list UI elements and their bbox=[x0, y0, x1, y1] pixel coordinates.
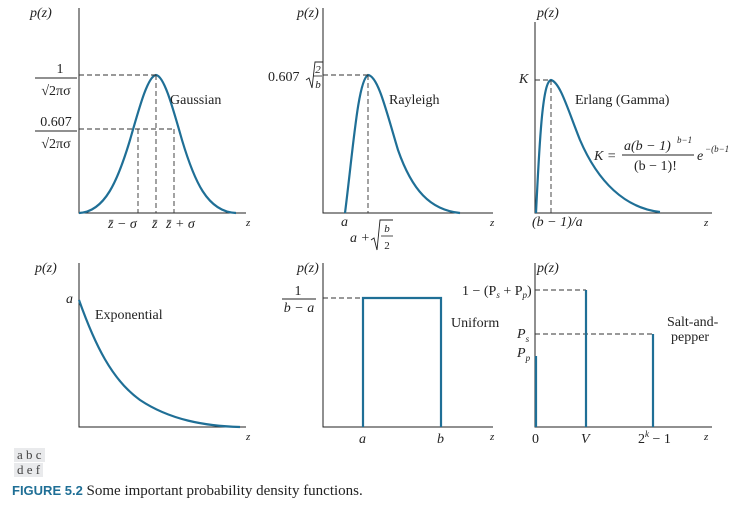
exponential-curve bbox=[77, 299, 241, 429]
rayleigh-frac-den: b bbox=[315, 79, 321, 91]
erlang-xlabel: z bbox=[703, 217, 709, 229]
rayleigh-tick-num: b bbox=[384, 223, 390, 235]
saltpepper-pp: Pp bbox=[516, 346, 531, 363]
rayleigh-tick-sqrt bbox=[370, 219, 393, 251]
rayleigh-tick-a: a bbox=[341, 215, 348, 230]
uniform-curve bbox=[361, 296, 443, 427]
saltpepper-tick-zero: 0 bbox=[532, 432, 539, 447]
panel-exponential: p(z) z a Exponential bbox=[34, 261, 251, 443]
rayleigh-peak-label: 0.607 bbox=[268, 70, 300, 85]
rayleigh-frac-num: 2 bbox=[315, 64, 321, 76]
uniform-ylabel: p(z) bbox=[296, 261, 319, 276]
exponential-xlabel: z bbox=[245, 431, 251, 443]
panel-grid-row1: a b c bbox=[14, 448, 45, 462]
rayleigh-tick-mode: a + bbox=[350, 231, 370, 246]
gaussian-mid-num: 0.607 bbox=[40, 115, 72, 130]
panel-grid-row2: d e f bbox=[14, 463, 44, 477]
panel-uniform: p(z) z 1 b − a Uniform a b bbox=[282, 261, 499, 447]
exponential-axes bbox=[78, 263, 246, 428]
uniform-tick-b: b bbox=[437, 432, 444, 447]
gaussian-tick-right: z̄ + σ bbox=[165, 217, 196, 232]
gaussian-axes bbox=[78, 8, 246, 214]
gaussian-mid-den: √2πσ bbox=[41, 137, 71, 152]
saltpepper-xlabel: z bbox=[703, 431, 709, 443]
rayleigh-curve bbox=[343, 73, 461, 215]
figure-caption-text: Some important probability density funct… bbox=[82, 483, 363, 499]
erlang-ylabel: p(z) bbox=[536, 6, 559, 21]
saltpepper-axes bbox=[534, 263, 712, 428]
panel-gaussian: p(z) z 1 √2πσ 0.607 √2πσ Gaussian z̄ − σ… bbox=[29, 6, 251, 232]
erlang-tick: (b − 1)/a bbox=[532, 215, 583, 230]
exponential-name: Exponential bbox=[95, 308, 163, 323]
gaussian-peak-num: 1 bbox=[57, 62, 64, 77]
panel-erlang: p(z) z K Erlang (Gamma) (b − 1)/a K = a(… bbox=[518, 6, 729, 230]
rayleigh-tick-den: 2 bbox=[384, 240, 390, 252]
uniform-xlabel: z bbox=[489, 431, 495, 443]
figure-number: FIGURE 5.2 bbox=[12, 483, 83, 498]
rayleigh-ylabel: p(z) bbox=[296, 6, 319, 21]
gaussian-tick-left: z̄ − σ bbox=[107, 217, 138, 232]
uniform-axes bbox=[322, 263, 493, 428]
figure-caption: FIGURE 5.2 Some important probability de… bbox=[12, 483, 363, 500]
uniform-level-den: b − a bbox=[284, 301, 314, 316]
erlang-formula-tail-exp: −(b−1 bbox=[705, 144, 729, 154]
erlang-peak-label: K bbox=[518, 72, 529, 87]
rayleigh-xlabel: z bbox=[489, 217, 495, 229]
panel-rayleigh: p(z) z 0.607 2 b Rayleigh a a + b 2 bbox=[268, 6, 495, 252]
erlang-name: Erlang (Gamma) bbox=[575, 93, 670, 108]
erlang-formula-den: (b − 1)! bbox=[634, 159, 677, 174]
rayleigh-sqrt-sign bbox=[305, 61, 323, 89]
saltpepper-tick-max: 2k − 1 bbox=[638, 429, 671, 447]
rayleigh-name: Rayleigh bbox=[389, 93, 440, 108]
saltpepper-ps: Ps bbox=[516, 327, 530, 344]
erlang-axes bbox=[534, 22, 712, 214]
erlang-curve bbox=[534, 78, 661, 214]
uniform-level-num: 1 bbox=[295, 284, 302, 299]
uniform-name: Uniform bbox=[451, 316, 499, 331]
gaussian-peak-den: √2πσ bbox=[41, 84, 71, 99]
saltpepper-ylabel: p(z) bbox=[536, 261, 559, 276]
saltpepper-name-line2: pepper bbox=[671, 330, 709, 345]
erlang-formula-num: a(b − 1) bbox=[624, 139, 671, 154]
panel-salt-and-pepper: p(z) z 1 − (Ps + Pp) Ps Pp Salt-and- pep… bbox=[462, 261, 719, 447]
saltpepper-level-high: 1 − (Ps + Pp) bbox=[462, 284, 532, 300]
gaussian-xlabel: z bbox=[245, 217, 251, 229]
exponential-ylabel: p(z) bbox=[34, 261, 57, 276]
erlang-formula-num-exp: b−1 bbox=[677, 135, 692, 145]
erlang-formula-tail: e bbox=[697, 149, 703, 164]
exponential-start-label: a bbox=[66, 292, 73, 307]
gaussian-tick-mean: z̄ bbox=[151, 217, 158, 232]
rayleigh-axes bbox=[322, 8, 493, 214]
erlang-formula-lhs: K = bbox=[593, 149, 616, 164]
gaussian-name: Gaussian bbox=[170, 93, 221, 108]
uniform-tick-a: a bbox=[359, 432, 366, 447]
saltpepper-tick-v: V bbox=[581, 432, 591, 447]
gaussian-ylabel: p(z) bbox=[29, 6, 52, 21]
saltpepper-name-line1: Salt-and- bbox=[667, 315, 719, 330]
